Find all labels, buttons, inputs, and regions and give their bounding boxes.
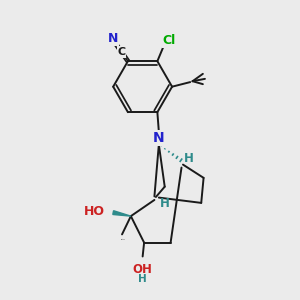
Text: H: H xyxy=(184,152,194,165)
Text: HO: HO xyxy=(84,205,105,218)
Text: H: H xyxy=(160,197,170,210)
Text: methyl: methyl xyxy=(195,80,200,81)
Text: H: H xyxy=(138,274,147,284)
Text: C: C xyxy=(117,47,126,57)
Polygon shape xyxy=(113,211,131,216)
Text: N: N xyxy=(153,131,165,145)
Text: methyl: methyl xyxy=(121,238,125,240)
Text: OH: OH xyxy=(133,263,153,276)
Text: N: N xyxy=(108,32,119,45)
Text: Cl: Cl xyxy=(162,34,176,47)
